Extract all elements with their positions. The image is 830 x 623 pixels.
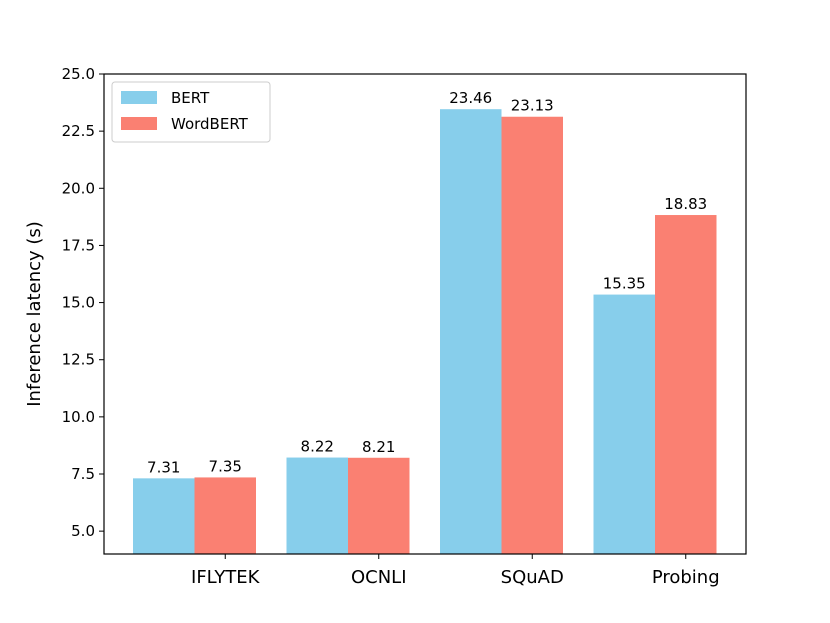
y-tick-label: 12.5 — [62, 351, 95, 369]
value-label-bert-iflytek: 7.31 — [147, 458, 180, 476]
y-tick-label: 5.0 — [71, 522, 95, 540]
value-labels-group: 7.31 7.35 8.22 8.21 23.46 23.13 15.35 18.83 — [147, 89, 707, 476]
y-tick-label: 22.5 — [62, 122, 95, 140]
x-tick-label-iflytek: IFLYTEK — [191, 567, 261, 588]
bar-bert-squad — [440, 109, 502, 554]
x-axis: IFLYTEK OCNLI SQuAD Probing — [191, 554, 720, 588]
bar-bert-iflytek — [133, 478, 195, 554]
bar-wordbert-iflytek — [194, 477, 256, 554]
value-label-bert-squad: 23.46 — [449, 89, 492, 107]
legend-swatch-wordbert — [121, 117, 157, 130]
plot-frame — [103, 73, 747, 555]
legend: BERT WordBERT — [111, 81, 271, 143]
value-label-wordbert-iflytek: 7.35 — [209, 457, 242, 475]
legend-label-wordbert: WordBERT — [171, 115, 249, 133]
y-tick-label: 7.5 — [71, 465, 95, 483]
y-tick-label: 10.0 — [62, 408, 95, 426]
x-tick-label-squad: SQuAD — [501, 567, 564, 588]
value-label-wordbert-squad: 23.13 — [511, 97, 554, 115]
value-label-bert-ocnli: 8.22 — [301, 438, 334, 456]
y-axis-title: Inference latency (s) — [24, 221, 45, 407]
y-tick-label: 25.0 — [62, 65, 95, 83]
y-tick-label: 15.0 — [62, 294, 95, 312]
bar-wordbert-probing — [655, 215, 717, 554]
legend-swatch-bert — [121, 91, 157, 104]
value-label-wordbert-probing: 18.83 — [664, 195, 707, 213]
bar-wordbert-squad — [501, 116, 563, 554]
y-axis: 5.0 7.5 10.0 12.5 15.0 17.5 20.0 22.5 25.0 — [62, 65, 104, 540]
bar-wordbert-ocnli — [348, 457, 410, 554]
bar-bert-ocnli — [286, 457, 348, 554]
y-tick-label: 20.0 — [62, 179, 95, 197]
legend-label-bert: BERT — [171, 89, 210, 107]
value-label-wordbert-ocnli: 8.21 — [362, 438, 395, 456]
bars-group — [133, 109, 717, 554]
y-tick-label: 17.5 — [62, 236, 95, 254]
x-tick-label-ocnli: OCNLI — [351, 567, 407, 588]
value-label-bert-probing: 15.35 — [603, 275, 646, 293]
x-tick-label-probing: Probing — [652, 567, 720, 588]
bar-bert-probing — [593, 294, 655, 554]
